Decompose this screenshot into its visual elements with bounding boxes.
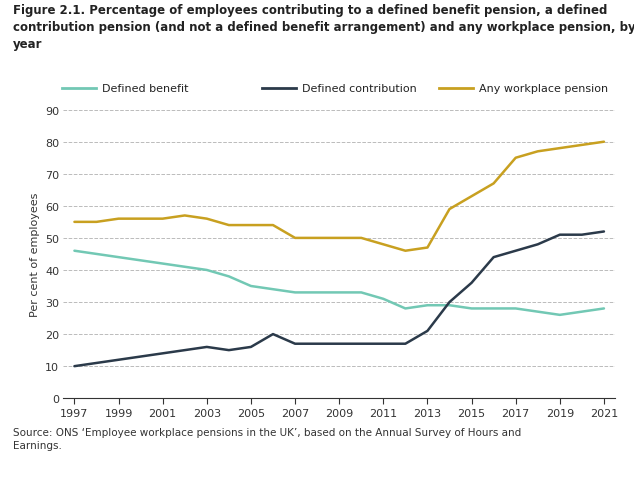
Text: Any workplace pension: Any workplace pension <box>479 84 608 94</box>
Text: Defined contribution: Defined contribution <box>302 84 417 94</box>
Text: Figure 2.1. Percentage of employees contributing to a defined benefit pension, a: Figure 2.1. Percentage of employees cont… <box>13 4 634 51</box>
Text: Source: ONS ‘Employee workplace pensions in the UK’, based on the Annual Survey : Source: ONS ‘Employee workplace pensions… <box>13 427 521 450</box>
Y-axis label: Per cent of employees: Per cent of employees <box>30 192 39 316</box>
Text: Defined benefit: Defined benefit <box>102 84 188 94</box>
